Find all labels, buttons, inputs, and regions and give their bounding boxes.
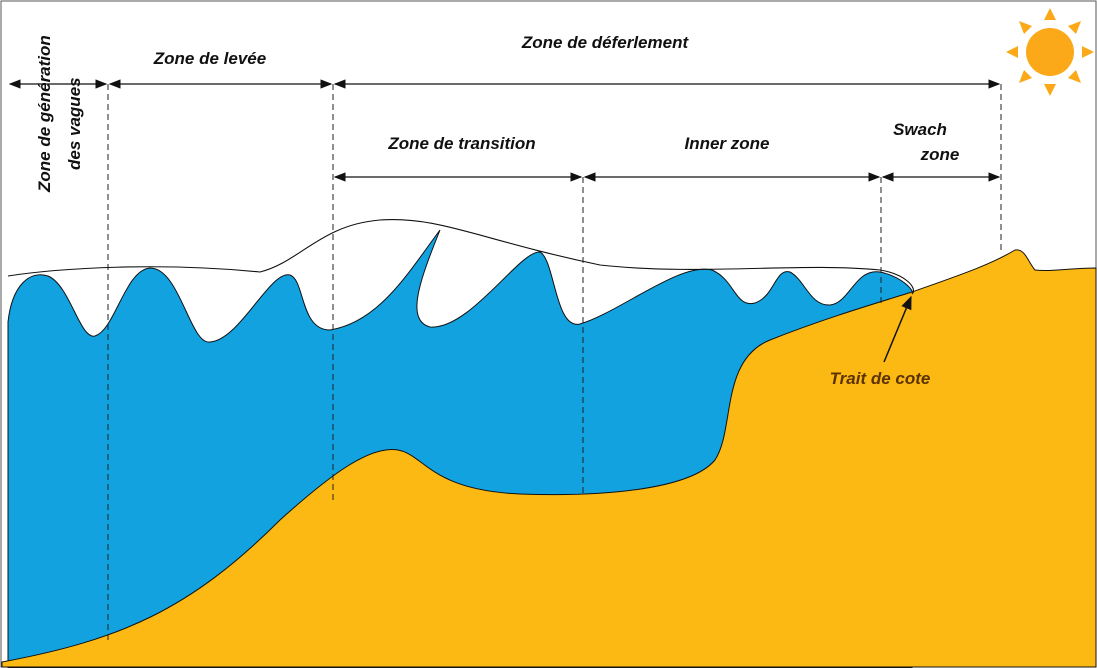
swash-label: Swach — [893, 120, 947, 139]
sun — [1006, 8, 1094, 96]
wave-envelope — [7, 219, 914, 295]
transition-label: Zone de transition — [387, 134, 535, 153]
label-line: Zone de génération — [35, 35, 54, 193]
sand — [1, 249, 1097, 668]
swash-label: zone — [920, 145, 960, 164]
shoreline-label: Trait de cote — [830, 369, 931, 388]
label-line: des vagues — [65, 77, 84, 170]
generation-label: Zone de génération des vagues — [35, 35, 84, 193]
inner-label: Inner zone — [684, 134, 769, 153]
shoreline-arrow — [883, 295, 912, 363]
deferlement-label: Zone de déferlement — [521, 33, 690, 52]
levee-label: Zone de levée — [153, 49, 266, 68]
